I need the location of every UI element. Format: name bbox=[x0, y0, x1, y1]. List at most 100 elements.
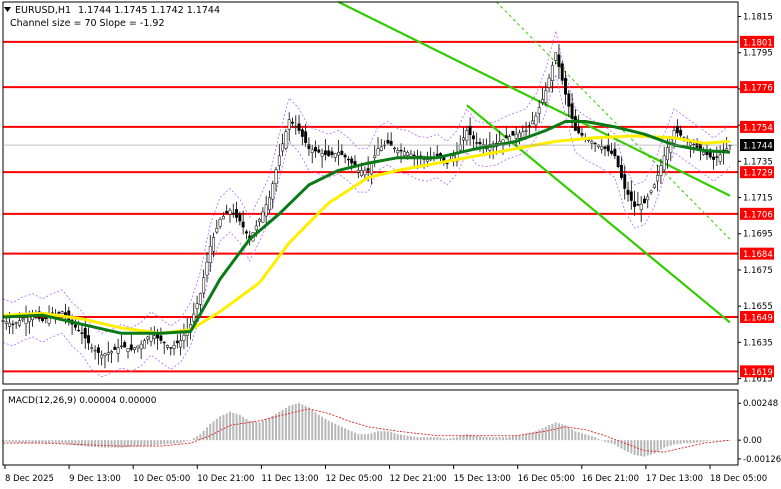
macd-histogram-bar bbox=[505, 437, 508, 441]
candle-body bbox=[393, 147, 396, 150]
macd-histogram-bar bbox=[554, 422, 557, 441]
macd-histogram-bar bbox=[159, 440, 162, 445]
candle-body bbox=[369, 162, 373, 175]
macd-histogram-bar bbox=[656, 440, 659, 452]
macd-y-tick-label: -0.00126 bbox=[743, 455, 781, 465]
macd-histogram-bar bbox=[380, 431, 383, 441]
candle-body bbox=[458, 144, 462, 151]
candle-body bbox=[41, 318, 44, 321]
macd-histogram-bar bbox=[630, 440, 633, 454]
candle-body bbox=[182, 334, 186, 341]
candle-body bbox=[541, 98, 544, 103]
macd-histogram-bar bbox=[584, 434, 587, 441]
macd-histogram-bar bbox=[528, 433, 531, 441]
y-tick-label: 1.1655 bbox=[743, 302, 773, 312]
candle-body bbox=[192, 313, 196, 322]
macd-histogram-bar bbox=[278, 411, 281, 441]
menu-triangle-icon[interactable] bbox=[4, 7, 11, 12]
candle-body bbox=[143, 340, 146, 349]
macd-histogram-bar bbox=[488, 437, 491, 441]
macd-histogram-bar bbox=[169, 440, 172, 444]
candle-body bbox=[57, 312, 61, 314]
moving-averages bbox=[2, 120, 731, 335]
macd-histogram-bar bbox=[48, 440, 51, 444]
macd-histogram-bar bbox=[722, 440, 725, 441]
candle-body bbox=[310, 149, 314, 153]
level-tag-label: 1.1754 bbox=[743, 123, 773, 133]
macd-y-tick-label: 0.00248 bbox=[743, 399, 778, 409]
candle-body bbox=[271, 183, 275, 200]
candle-body bbox=[573, 116, 577, 131]
macd-histogram-bar bbox=[429, 437, 432, 441]
candle-body bbox=[93, 349, 97, 352]
candle-body bbox=[656, 174, 660, 182]
candle-body bbox=[567, 93, 571, 107]
macd-histogram-bar bbox=[304, 405, 307, 441]
macd-histogram-bar bbox=[136, 440, 139, 447]
candle-body bbox=[702, 152, 706, 155]
price-tags: 1.1801 1.1776 1.1754 1.1729 1.1706 1.1684 1.16… bbox=[3, 35, 774, 378]
candle-body bbox=[725, 148, 729, 151]
candle-body bbox=[73, 324, 77, 328]
macd-histogram-bar bbox=[485, 437, 488, 441]
candle-body bbox=[152, 335, 156, 339]
candle-body bbox=[166, 345, 169, 348]
macd-histogram-bar bbox=[71, 440, 74, 445]
macd-histogram-bar bbox=[492, 437, 495, 441]
candle-body bbox=[715, 156, 719, 158]
candle-body bbox=[110, 351, 114, 354]
candle-body bbox=[287, 119, 291, 130]
macd-histogram-bar bbox=[245, 418, 248, 441]
candle-body bbox=[613, 148, 617, 157]
candle-body bbox=[478, 141, 482, 145]
macd-histogram-bar bbox=[21, 440, 24, 444]
candle-body bbox=[11, 323, 15, 326]
candle-body bbox=[662, 155, 666, 171]
candle-body bbox=[169, 347, 173, 349]
macd-histogram-bar bbox=[176, 440, 179, 444]
macd-histogram-bar bbox=[567, 427, 570, 441]
candle-body bbox=[179, 340, 183, 348]
y-tick-label: 1.1635 bbox=[743, 338, 773, 348]
macd-histogram-bar bbox=[238, 414, 241, 441]
candle-body bbox=[337, 152, 340, 156]
macd-histogram-bar bbox=[127, 440, 130, 448]
macd-histogram-bar bbox=[669, 440, 672, 446]
candle-body bbox=[350, 158, 354, 164]
candle-body bbox=[445, 162, 449, 165]
macd-histogram-bar bbox=[41, 440, 44, 444]
candle-body bbox=[113, 346, 117, 350]
candle-body bbox=[264, 204, 268, 217]
channel-indicator-label: Channel size = 70 Slope = -1.92 bbox=[10, 18, 165, 29]
macd-histogram-bar bbox=[288, 405, 291, 441]
macd-histogram-bar bbox=[15, 440, 18, 443]
candle-body bbox=[462, 137, 465, 141]
price-candles bbox=[1, 44, 732, 369]
candle-body bbox=[281, 143, 285, 152]
macd-histogram-bar bbox=[324, 418, 327, 441]
macd-histogram-bar bbox=[179, 440, 182, 444]
candle-body bbox=[521, 131, 525, 138]
macd-histogram-bar bbox=[603, 440, 606, 442]
ma-green-line bbox=[2, 120, 731, 335]
current-price-tag bbox=[740, 139, 774, 152]
candle-body bbox=[646, 196, 650, 201]
candle-body bbox=[629, 191, 633, 201]
candle-body bbox=[675, 125, 679, 134]
macd-histogram-bar bbox=[284, 407, 287, 441]
candle-body bbox=[162, 341, 166, 344]
macd-histogram-bar bbox=[594, 437, 597, 441]
macd-histogram-bar bbox=[541, 428, 544, 441]
macd-histogram-bar bbox=[416, 437, 419, 441]
candle-body bbox=[274, 169, 278, 184]
macd-histogram-bar bbox=[498, 437, 501, 441]
macd-histogram-bar bbox=[409, 436, 412, 441]
candle-body bbox=[623, 174, 627, 189]
macd-histogram-bar bbox=[199, 434, 202, 441]
candle-body bbox=[689, 142, 692, 146]
level-tag bbox=[740, 81, 774, 94]
macd-histogram-bar bbox=[643, 440, 646, 457]
candle-body bbox=[652, 184, 656, 188]
candle-body bbox=[603, 146, 607, 149]
